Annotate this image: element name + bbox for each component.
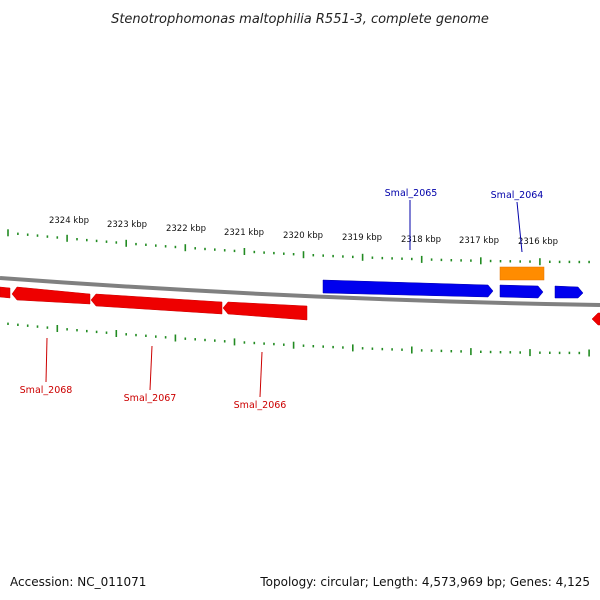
scale-label: 2319 kbp <box>342 233 382 243</box>
gene-arrow-smal-2067[interactable] <box>90 293 223 315</box>
scale-ticks-top <box>7 229 590 266</box>
label-leader-smal-2068 <box>45 337 48 383</box>
label-leader-smal-2067 <box>149 345 153 391</box>
gene-arrow-smal-2068[interactable] <box>11 286 91 305</box>
gene-label-smal-2066[interactable]: Smal_2066 <box>234 400 287 411</box>
accession-text: Accession: NC_011071 <box>10 575 146 589</box>
forward-genes <box>322 266 584 299</box>
gene-arrow-reverse-right[interactable] <box>591 312 600 326</box>
gene-label-smal-2068[interactable]: Smal_2068 <box>20 385 73 396</box>
reverse-gene-labels: Smal_2068 Smal_2067 Smal_2066 <box>20 337 287 411</box>
scale-label: 2320 kbp <box>283 231 323 241</box>
scale-label: 2324 kbp <box>49 216 89 226</box>
label-leader-smal-2064 <box>516 201 523 253</box>
scale-labels: 2324 kbp 2323 kbp 2322 kbp 2321 kbp 2320… <box>49 216 558 247</box>
scale-ticks-bottom <box>7 322 590 357</box>
scale-label: 2317 kbp <box>459 236 499 246</box>
gene-arrow-smal-2064[interactable] <box>499 284 544 299</box>
scale-label: 2323 kbp <box>107 220 147 230</box>
genome-backbone <box>0 276 600 307</box>
gene-arrow-smal-2065[interactable] <box>322 279 494 298</box>
reverse-genes <box>0 286 600 326</box>
gene-arrow-reverse-edge[interactable] <box>0 286 11 299</box>
gene-arrow-smal-2066[interactable] <box>222 301 308 321</box>
scale-label: 2321 kbp <box>224 228 264 238</box>
gene-label-smal-2064[interactable]: Smal_2064 <box>491 190 544 201</box>
gene-label-smal-2067[interactable]: Smal_2067 <box>124 393 177 404</box>
forward-gene-labels: Smal_2065 Smal_2064 <box>385 188 544 253</box>
scale-label: 2318 kbp <box>401 235 441 245</box>
highlight-feature[interactable] <box>499 266 545 281</box>
genome-title: Stenotrophomonas maltophilia R551-3, com… <box>111 12 489 27</box>
genome-summary-text: Topology: circular; Length: 4,573,969 bp… <box>259 575 590 589</box>
label-leader-smal-2066 <box>259 351 263 398</box>
gene-label-smal-2065[interactable]: Smal_2065 <box>385 188 438 199</box>
scale-label: 2322 kbp <box>166 224 206 234</box>
gene-arrow-forward-right[interactable] <box>554 285 584 299</box>
scale-label: 2316 kbp <box>518 237 558 247</box>
